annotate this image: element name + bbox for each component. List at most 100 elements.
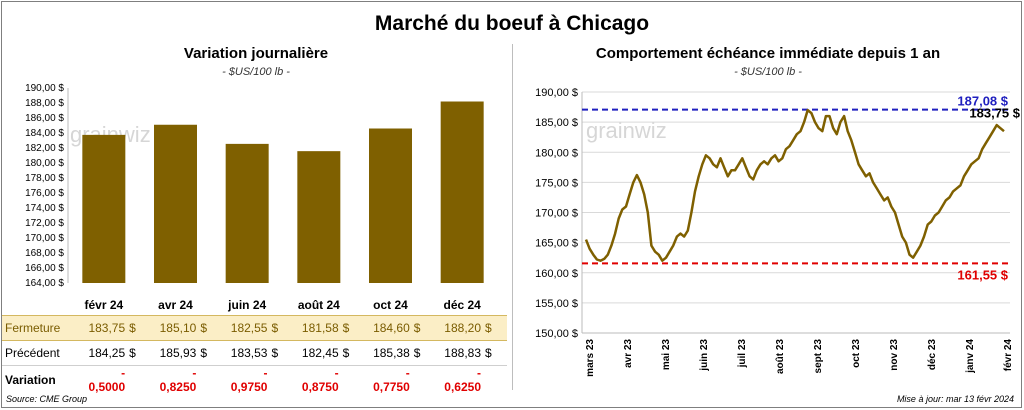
- line-x-tick-label: mai 23: [661, 339, 672, 371]
- bar-y-tick-label: 186,00 $: [25, 113, 64, 124]
- line-x-tick-label: janv 24: [965, 339, 976, 374]
- currency-cell: $: [271, 315, 294, 341]
- bar-x-tick-label: avr 24: [158, 298, 193, 312]
- currency-cell: $: [342, 346, 350, 360]
- currency-cell: [200, 366, 222, 395]
- table-cell: 185,93: [159, 346, 197, 360]
- bar-y-tick-label: 184,00 $: [25, 128, 64, 139]
- line-x-tick-label: avr 23: [623, 339, 634, 368]
- line-x-tick-label: juin 23: [699, 339, 710, 372]
- line-y-tick-label: 165,00 $: [535, 238, 578, 250]
- bar-y-tick-label: 166,00 $: [25, 263, 64, 274]
- table-cell: 182,45: [301, 346, 339, 360]
- previous-row: Précédent 184,25 $185,93 $183,53 $182,45 $185…: [2, 341, 507, 366]
- table-cell: 185,38: [373, 346, 410, 360]
- max-reference-label: 187,08 $: [957, 94, 1008, 109]
- line-x-tick-label: juil 23: [737, 339, 748, 369]
- last-price-label: 183,75 $: [969, 106, 1020, 121]
- bar-y-tick-label: 180,00 $: [25, 158, 64, 169]
- bar: [369, 128, 412, 283]
- currency-cell: [485, 366, 507, 395]
- line-y-tick-label: 170,00 $: [535, 208, 578, 220]
- line-x-tick-label: févr 24: [1003, 339, 1014, 372]
- row-label: Précédent: [5, 346, 60, 360]
- table-cell: 184,60: [364, 315, 414, 341]
- bar-y-tick-label: 190,00 $: [25, 83, 64, 94]
- change-row: Variation - 0,5000 - 0,8250 - 0,9750 - 0,875…: [2, 366, 507, 395]
- table-cell: - 0,8750: [301, 366, 339, 394]
- bar: [297, 151, 341, 283]
- right-chart-unit: - $US/100 lb -: [734, 66, 802, 78]
- currency-cell: $: [342, 315, 365, 341]
- bar-y-tick-label: 174,00 $: [25, 203, 64, 214]
- table-cell: 182,55: [222, 315, 272, 341]
- line-x-tick-label: nov 23: [889, 339, 900, 371]
- price-table: Fermeture 183,75 $185,10 $182,55 $181,58 $184…: [2, 315, 507, 394]
- currency-cell: $: [200, 315, 223, 341]
- bar-x-tick-label: févr 24: [84, 298, 123, 312]
- table-cell: 183,53: [230, 346, 268, 360]
- currency-cell: $: [413, 315, 436, 341]
- currency-cell: $: [413, 346, 421, 360]
- panel-divider: [512, 44, 513, 390]
- table-cell: 188,20: [435, 315, 485, 341]
- currency-cell: $: [129, 346, 136, 360]
- line-x-tick-label: août 23: [775, 339, 786, 374]
- table-cell: 188,83: [444, 346, 481, 360]
- currency-cell: [343, 366, 365, 395]
- line-y-tick-label: 155,00 $: [535, 298, 578, 310]
- min-reference-label: 161,55 $: [957, 267, 1008, 282]
- price-series-line: [584, 108, 1005, 262]
- bar: [82, 134, 126, 283]
- row-label: Variation: [5, 373, 56, 387]
- currency-cell: [129, 366, 151, 395]
- bar: [225, 143, 269, 283]
- line-x-tick-label: sept 23: [813, 339, 824, 374]
- bar-x-tick-label: oct 24: [373, 298, 408, 312]
- currency-cell: $: [129, 315, 152, 341]
- bar-y-tick-label: 178,00 $: [25, 173, 64, 184]
- right-chart-title: Comportement échéance immédiate depuis 1…: [595, 45, 941, 62]
- line-y-tick-label: 175,00 $: [535, 177, 578, 189]
- bar-x-tick-label: août 24: [298, 298, 340, 312]
- table-cell: - 0,7750: [373, 366, 410, 394]
- line-y-tick-label: 185,00 $: [535, 117, 578, 129]
- table-cell: - 0,8250: [159, 366, 197, 394]
- currency-cell: $: [485, 346, 492, 360]
- update-note: Mise à jour: mar 13 févr 2024: [896, 394, 1014, 404]
- table-cell: 185,10: [151, 315, 201, 341]
- bar-y-tick-label: 170,00 $: [25, 233, 64, 244]
- table-cell: 181,58: [293, 315, 343, 341]
- bar-y-tick-label: 176,00 $: [25, 188, 64, 199]
- table-cell: - 0,9750: [230, 366, 268, 394]
- bar-y-tick-label: 188,00 $: [25, 98, 64, 109]
- line-y-tick-label: 150,00 $: [535, 328, 578, 340]
- line-x-tick-label: déc 23: [927, 339, 938, 371]
- line-x-tick-label: mars 23: [585, 339, 596, 377]
- currency-cell: [271, 366, 293, 395]
- bar-y-tick-label: 164,00 $: [25, 278, 64, 289]
- currency-cell: $: [200, 346, 207, 360]
- table-cell: - 0,6250: [444, 366, 481, 394]
- line-y-tick-label: 190,00 $: [535, 87, 578, 99]
- left-chart-unit: - $US/100 lb -: [222, 66, 290, 78]
- line-x-tick-label: oct 23: [851, 339, 862, 368]
- row-label: Fermeture: [2, 315, 80, 341]
- currency-cell: [414, 366, 436, 395]
- left-chart-title: Variation journalière: [183, 45, 329, 62]
- bar-y-tick-label: 168,00 $: [25, 248, 64, 259]
- line-y-tick-label: 180,00 $: [535, 147, 578, 159]
- closing-row: Fermeture 183,75 $185,10 $182,55 $181,58 $184…: [2, 315, 507, 341]
- bar-x-tick-label: juin 24: [227, 298, 266, 312]
- bar-x-tick-label: déc 24: [443, 298, 481, 312]
- bar-y-tick-label: 172,00 $: [25, 218, 64, 229]
- bar: [440, 101, 484, 283]
- currency-cell: $: [271, 346, 279, 360]
- table-cell: 183,75: [80, 315, 130, 341]
- bar-y-tick-label: 182,00 $: [25, 143, 64, 154]
- table-cell: - 0,5000: [88, 366, 126, 394]
- source-note: Source: CME Group: [6, 394, 88, 404]
- line-y-tick-label: 160,00 $: [535, 268, 578, 280]
